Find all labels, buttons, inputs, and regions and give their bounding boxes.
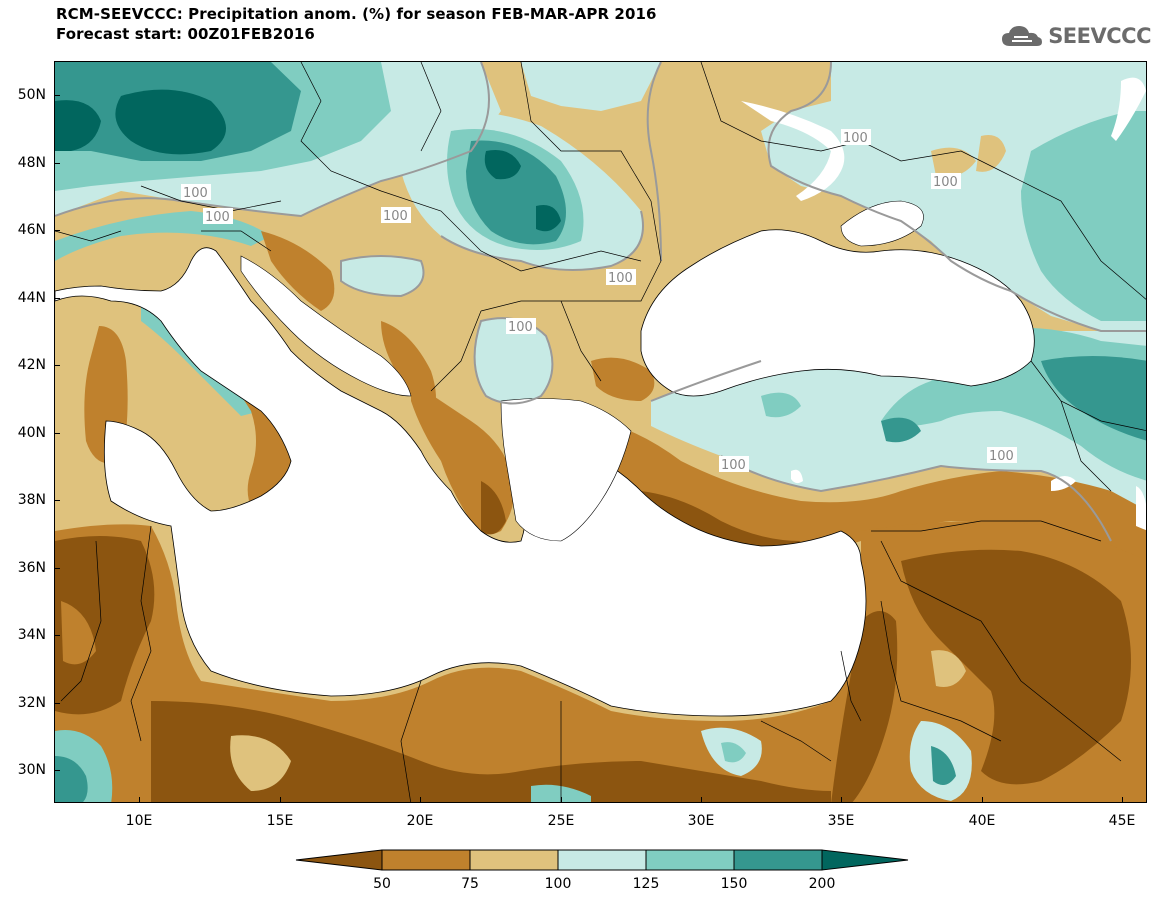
black-sea (640, 229, 1035, 397)
colorbar-label-200: 200 (808, 876, 836, 892)
colorbar-label-125: 125 (632, 876, 660, 892)
lat-label-30n: 30N (17, 762, 46, 778)
colorbar-label-50: 50 (373, 876, 391, 892)
lat-label-32n: 32N (17, 695, 46, 711)
wet-region-central-europe (55, 62, 501, 216)
colorbar (295, 849, 909, 871)
lon-label-10e: 10E (125, 813, 153, 829)
lon-label-35e: 35E (827, 813, 855, 829)
lat-label-36n: 36N (17, 560, 46, 576)
dnieper-reservoir (741, 101, 845, 201)
lat-label-46n: 46N (17, 222, 46, 238)
contour-label-1: 100 (183, 186, 208, 201)
chart-title: RCM-SEEVCCC: Precipitation anom. (%) for… (56, 5, 657, 23)
lat-label-40n: 40N (17, 425, 46, 441)
colorbar-label-75: 75 (461, 876, 479, 892)
colorbar-segment-2 (469, 849, 559, 871)
lon-label-20e: 20E (406, 813, 434, 829)
seevccc-logo: SEEVCCC (1000, 22, 1151, 50)
contour-label-2: 100 (205, 210, 230, 225)
lat-label-42n: 42N (17, 357, 46, 373)
contour-label-9: 100 (989, 449, 1014, 464)
colorbar-segment-above-200 (821, 849, 909, 871)
colorbar-segment-3 (557, 849, 647, 871)
azov-sea (840, 200, 924, 247)
lake-van (1051, 476, 1076, 491)
dry-region-middle-east (831, 521, 1146, 802)
wet-region-balkans (474, 318, 553, 404)
salt-lake (791, 469, 803, 484)
dry-region-south-turkey (601, 421, 1146, 561)
precip-anomaly-map: 100 100 100 100 100 100 100 100 100 (55, 62, 1146, 802)
cloud-icon (1002, 26, 1043, 46)
dry-region-north-africa (55, 524, 831, 802)
wet-region-hungary (341, 256, 424, 296)
wet-region-carpathians (401, 110, 643, 270)
mediterranean-sea (55, 247, 867, 717)
lon-label-40e: 40E (968, 813, 996, 829)
colorbar-segment-below-50 (295, 849, 383, 871)
lat-label-44n: 44N (17, 290, 46, 306)
contour-label-5: 100 (508, 320, 533, 335)
contour-labels: 100 100 100 100 100 100 100 100 100 (181, 129, 1017, 473)
colorbar-label-150: 150 (720, 876, 748, 892)
dry-region-greece (411, 357, 655, 535)
country-borders (55, 62, 1146, 802)
map-panel: 100 100 100 100 100 100 100 100 100 (54, 61, 1147, 803)
caspian-edge (1136, 486, 1146, 531)
aegean-sea (500, 398, 632, 542)
colorbar-segment-5 (733, 849, 823, 871)
contour-label-6: 100 (843, 131, 868, 146)
lat-label-48n: 48N (17, 155, 46, 171)
lon-label-45e: 45E (1108, 813, 1136, 829)
colorbar-segment-4 (645, 849, 735, 871)
logo-text: SEEVCCC (1048, 24, 1151, 48)
don-river-reservoir (1111, 77, 1146, 141)
contour-label-8: 100 (721, 458, 746, 473)
lon-label-15e: 15E (266, 813, 294, 829)
contour-label-7: 100 (933, 175, 958, 190)
lon-label-30e: 30E (687, 813, 715, 829)
lat-label-34n: 34N (17, 627, 46, 643)
lat-label-38n: 38N (17, 492, 46, 508)
colorbar-label-100: 100 (544, 876, 572, 892)
contour-label-4: 100 (608, 271, 633, 286)
adriatic-sea (240, 255, 412, 397)
lat-label-50n: 50N (17, 87, 46, 103)
forecast-start-label: Forecast start: 00Z01FEB2016 (56, 25, 315, 43)
contour-label-3: 100 (383, 209, 408, 224)
lon-label-25e: 25E (547, 813, 575, 829)
colorbar-segment-1 (381, 849, 471, 871)
